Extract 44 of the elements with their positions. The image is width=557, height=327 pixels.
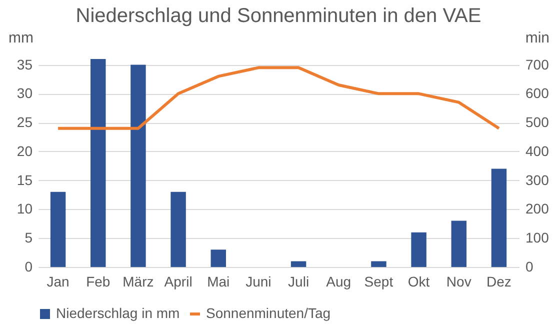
bar <box>491 168 507 267</box>
bar <box>50 192 66 267</box>
bar <box>411 232 426 267</box>
y2-tick-label: 200 <box>526 200 550 217</box>
x-tick-label: Dez <box>486 274 512 290</box>
bar <box>210 250 226 267</box>
line-series <box>56 66 500 130</box>
y2-tick-label: 400 <box>526 142 550 159</box>
y2-axis-title: min <box>525 30 550 46</box>
x-tick-label: Mai <box>207 274 230 290</box>
y-tick-label: 15 <box>16 172 33 188</box>
x-tick-label: Jan <box>46 274 70 290</box>
chart-title: Niederschlag und Sonnenminuten in den VAE <box>76 5 482 27</box>
bar <box>451 220 466 267</box>
y-tick-label: 10 <box>16 200 33 217</box>
y-tick-label: 0 <box>24 258 33 274</box>
x-tick-label: Nov <box>446 274 472 290</box>
y2-tick-label: 300 <box>526 172 550 188</box>
y2-tick-label: 600 <box>526 85 550 102</box>
x-tick-label: Sept <box>364 274 394 290</box>
y-tick-label: 35 <box>16 56 33 72</box>
x-tick-label: Juni <box>246 274 272 290</box>
bar <box>290 261 306 267</box>
x-tick-label: April <box>164 274 192 290</box>
y2-tick-label: 700 <box>526 56 550 72</box>
x-tick-label: Okt <box>408 274 430 290</box>
y-tick-label: 20 <box>16 142 33 159</box>
y2-tick-label: 0 <box>526 258 534 274</box>
x-tick-label: Aug <box>326 274 352 290</box>
x-tick-label: Feb <box>86 274 110 290</box>
y-tick-label: 30 <box>16 85 33 102</box>
y2-tick-label: 500 <box>526 114 550 130</box>
y-tick-label: 5 <box>24 230 33 246</box>
bar <box>90 59 106 267</box>
y2-tick-label: 100 <box>526 230 550 246</box>
x-tick-label: Juli <box>288 274 310 290</box>
legend-label: Niederschlag in mm <box>56 305 180 321</box>
bar <box>371 261 386 267</box>
legend-label: Sonnenminuten/Tag <box>206 305 331 321</box>
y-axis-title: mm <box>8 30 34 46</box>
x-tick-label: März <box>122 274 154 290</box>
y-tick-label: 25 <box>16 114 33 130</box>
bar <box>130 64 146 267</box>
bar <box>170 192 186 267</box>
